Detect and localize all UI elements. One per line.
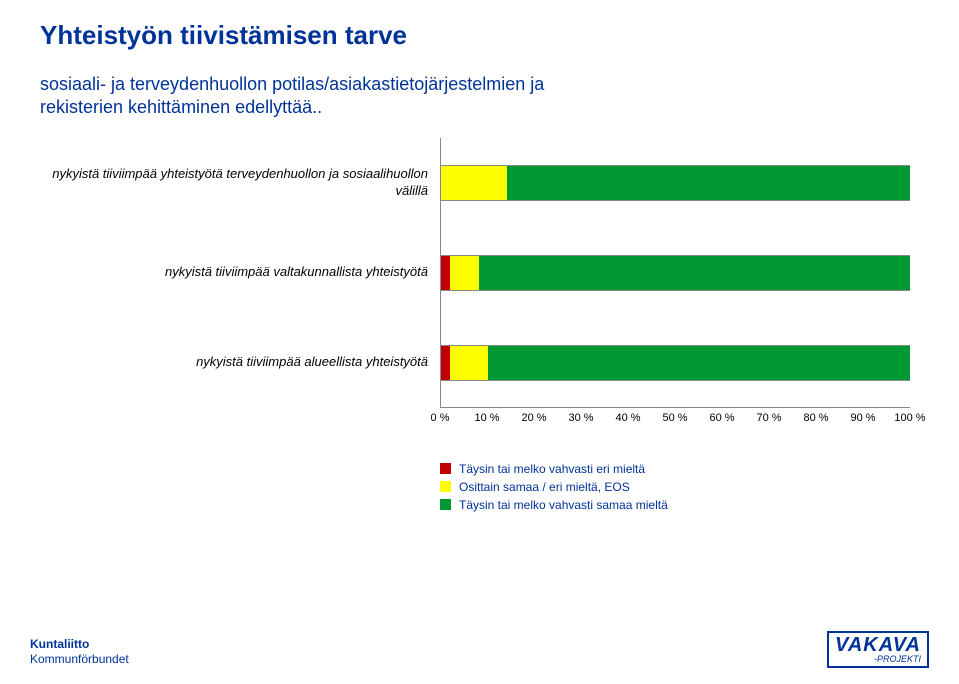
vakava-logo: VAKAVA -PROJEKTI	[827, 631, 929, 668]
footer-logo: VAKAVA -PROJEKTI	[827, 631, 929, 668]
chart: nykyistä tiiviimpää yhteistyötä terveyde…	[40, 138, 919, 408]
page-subtitle: sosiaali- ja terveydenhuollon potilas/as…	[40, 73, 919, 120]
bar-segment	[488, 346, 910, 380]
legend-item: Täysin tai melko vahvasti samaa mieltä	[440, 498, 919, 512]
legend-swatch	[440, 481, 451, 492]
logo-text-top: VAKAVA	[835, 635, 921, 655]
bar-segment	[450, 346, 488, 380]
x-tick-label: 30 %	[568, 412, 593, 424]
plot-area	[440, 138, 910, 408]
legend-label: Täysin tai melko vahvasti samaa mieltä	[459, 498, 668, 512]
x-tick-label: 70 %	[756, 412, 781, 424]
bar-segment	[441, 166, 507, 200]
x-tick-label: 60 %	[709, 412, 734, 424]
category-label: nykyistä tiiviimpää valtakunnallista yht…	[165, 264, 428, 281]
y-axis-labels: nykyistä tiiviimpää yhteistyötä terveyde…	[40, 138, 440, 408]
bar-row	[441, 165, 910, 201]
y-label-row: nykyistä tiiviimpää alueellista yhteisty…	[40, 318, 440, 408]
x-tick-label: 100 %	[894, 412, 925, 424]
category-label: nykyistä tiiviimpää yhteistyötä terveyde…	[40, 166, 428, 200]
y-label-row: nykyistä tiiviimpää yhteistyötä terveyde…	[40, 138, 440, 228]
x-tick-label: 20 %	[521, 412, 546, 424]
org-name-1: Kuntaliitto	[30, 637, 129, 651]
org-name-2: Kommunförbundet	[30, 652, 129, 666]
y-label-row: nykyistä tiiviimpää valtakunnallista yht…	[40, 228, 440, 318]
subtitle-line-1: sosiaali- ja terveydenhuollon potilas/as…	[40, 74, 544, 94]
bar-segment	[450, 256, 478, 290]
logo-text-sub: -PROJEKTI	[835, 655, 921, 666]
page-title: Yhteistyön tiivistämisen tarve	[40, 20, 919, 51]
legend: Täysin tai melko vahvasti eri mieltä Osit…	[440, 462, 919, 512]
x-tick-label: 90 %	[850, 412, 875, 424]
footer-org: Kuntaliitto Kommunförbundet	[30, 637, 129, 666]
bar-segment	[507, 166, 910, 200]
bar-row	[441, 345, 910, 381]
legend-label: Täysin tai melko vahvasti eri mieltä	[459, 462, 645, 476]
x-tick-label: 0 %	[431, 412, 450, 424]
legend-swatch	[440, 499, 451, 510]
legend-swatch	[440, 463, 451, 474]
subtitle-line-2: rekisterien kehittäminen edellyttää..	[40, 97, 322, 117]
x-tick-label: 80 %	[803, 412, 828, 424]
x-tick-label: 10 %	[474, 412, 499, 424]
category-label: nykyistä tiiviimpää alueellista yhteisty…	[196, 354, 428, 371]
x-tick-label: 50 %	[662, 412, 687, 424]
x-tick-label: 40 %	[615, 412, 640, 424]
bar-row	[441, 255, 910, 291]
bar-segment	[441, 346, 450, 380]
bar-segment	[441, 256, 450, 290]
legend-item: Täysin tai melko vahvasti eri mieltä	[440, 462, 919, 476]
legend-item: Osittain samaa / eri mieltä, EOS	[440, 480, 919, 494]
bar-segment	[479, 256, 910, 290]
legend-label: Osittain samaa / eri mieltä, EOS	[459, 480, 630, 494]
